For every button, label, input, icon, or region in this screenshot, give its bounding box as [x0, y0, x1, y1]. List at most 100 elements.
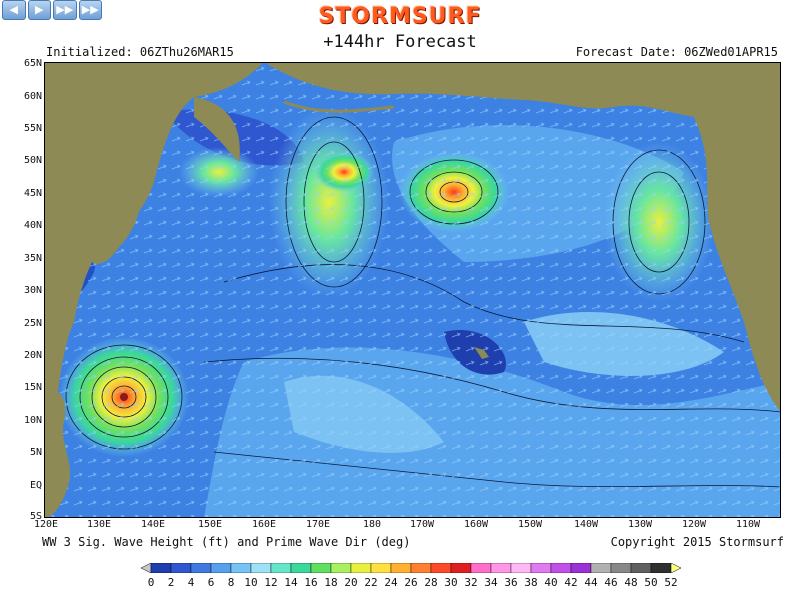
scale-label: 38: [524, 576, 538, 589]
lon-label-130w: 130W: [627, 519, 653, 530]
brand-logo[interactable]: STORMSURF: [318, 4, 482, 29]
scale-label: 14: [284, 576, 298, 589]
scale-swatch: [250, 563, 272, 573]
scale-swatch: [530, 563, 552, 573]
scale-swatch: [650, 563, 672, 573]
scale-swatch: [610, 563, 632, 573]
scale-swatch: [630, 563, 652, 573]
scale-label: 18: [324, 576, 338, 589]
scale-swatch: [370, 563, 392, 573]
scale-swatch: [190, 563, 212, 573]
land-philippines: [44, 389, 71, 518]
lon-label-110w: 110W: [735, 519, 761, 530]
scale-min-arrow: [141, 563, 152, 573]
scale-label: 12: [264, 576, 278, 589]
scale-label: 28: [424, 576, 438, 589]
scale-label: 26: [404, 576, 418, 589]
scale-swatch: [330, 563, 352, 573]
scale-swatch: [210, 563, 232, 573]
lon-label-170w: 170W: [409, 519, 435, 530]
scale-swatch: [230, 563, 252, 573]
lat-label-45n: 45N: [23, 188, 42, 199]
scale-label: 0: [147, 576, 155, 589]
animation-nav: ◀ ▶ ▶▶ ▶▶: [2, 0, 102, 20]
scale-swatch: [470, 563, 492, 573]
scale-label: 50: [644, 576, 658, 589]
land-hawaii: [474, 347, 489, 359]
scale-swatch: [590, 563, 612, 573]
next-frame-button[interactable]: ▶: [27, 0, 51, 20]
scale-swatch: [550, 563, 572, 573]
lat-label-30n: 30N: [23, 285, 42, 296]
scale-label: 16: [304, 576, 318, 589]
scale-label: 24: [384, 576, 398, 589]
scale-label: 30: [444, 576, 458, 589]
land-kamchatka: [194, 97, 240, 162]
scale-label: 4: [187, 576, 195, 589]
scale-label: 10: [244, 576, 258, 589]
scale-label: 22: [364, 576, 378, 589]
lat-label-15n: 15N: [23, 382, 42, 393]
lat-label-40n: 40N: [23, 220, 42, 231]
scale-swatch: [510, 563, 532, 573]
scale-swatch: [430, 563, 452, 573]
map-caption: WW 3 Sig. Wave Height (ft) and Prime Wav…: [42, 535, 411, 549]
lat-label-60n: 60N: [23, 91, 42, 102]
scale-label: 40: [544, 576, 558, 589]
scale-swatch: [410, 563, 432, 573]
lon-label-150e: 150E: [197, 519, 223, 530]
scale-label: 6: [207, 576, 215, 589]
lon-label-120w: 120W: [681, 519, 707, 530]
lat-label-5s: 5S: [29, 511, 42, 522]
lat-label-50n: 50N: [23, 155, 42, 166]
typhoon-eye: [120, 393, 128, 401]
copyright-notice: Copyright 2015 Stormsurf: [610, 535, 784, 549]
lon-label-180: 180: [362, 519, 382, 530]
scale-swatch: [350, 563, 372, 573]
initialized-label: Initialized: 06ZThu26MAR15: [46, 45, 234, 59]
scale-label: 32: [464, 576, 478, 589]
forecast-date-label: Forecast Date: 06ZWed01APR15: [575, 45, 778, 59]
color-scale-swatches: [141, 563, 681, 573]
lat-label-10n: 10N: [23, 415, 42, 426]
map-canvas: [44, 62, 781, 518]
lat-label-5n: 5N: [29, 447, 42, 458]
lon-label-140w: 140W: [573, 519, 599, 530]
land-asia: [44, 62, 264, 462]
scale-label: 44: [584, 576, 598, 589]
lon-label-150w: 150W: [517, 519, 543, 530]
scale-swatch: [390, 563, 412, 573]
scale-swatch: [290, 563, 312, 573]
scale-swatch: [490, 563, 512, 573]
lat-label-20n: 20N: [23, 350, 42, 361]
lon-label-160e: 160E: [251, 519, 277, 530]
first-frame-button[interactable]: ◀: [2, 0, 26, 20]
lat-label-eq: EQ: [29, 480, 42, 491]
scale-label: 46: [604, 576, 618, 589]
lon-label-170e: 170E: [305, 519, 331, 530]
lat-label-55n: 55N: [23, 123, 42, 134]
play-button[interactable]: ▶▶: [53, 0, 77, 20]
scale-swatch: [450, 563, 472, 573]
scale-label: 42: [564, 576, 578, 589]
land-north-america: [694, 62, 781, 412]
scale-max-arrow: [670, 563, 681, 573]
forecast-hour-title: +144hr Forecast: [323, 32, 477, 52]
lon-label-140e: 140E: [140, 519, 166, 530]
scale-label: 48: [624, 576, 638, 589]
color-scale-bar: [141, 563, 681, 573]
last-frame-button[interactable]: ▶▶: [78, 0, 102, 20]
lat-label-65n: 65N: [23, 58, 42, 69]
land-alaska: [264, 62, 781, 142]
lon-label-160w: 160W: [463, 519, 489, 530]
wave-height-map: [44, 62, 781, 518]
lon-label-130e: 130E: [86, 519, 112, 530]
scale-swatch: [150, 563, 172, 573]
scale-swatch: [570, 563, 592, 573]
land-aleutians: [283, 100, 395, 113]
map-frame: [44, 62, 781, 518]
scale-label: 36: [504, 576, 518, 589]
scale-swatch: [270, 563, 292, 573]
lon-label-120e: 120E: [33, 519, 59, 530]
scale-swatch: [310, 563, 332, 573]
